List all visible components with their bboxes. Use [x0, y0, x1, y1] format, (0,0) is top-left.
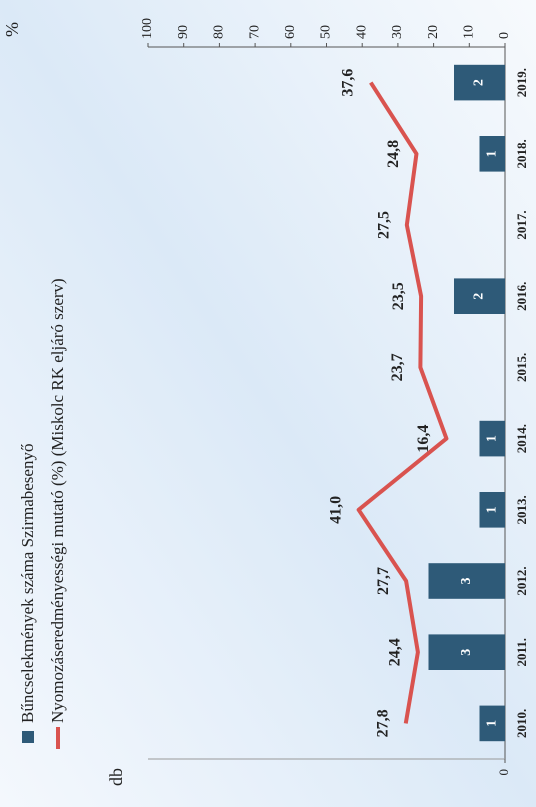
x-tick-label: 2019. [514, 68, 529, 97]
data-label: 27,5 [375, 211, 392, 239]
bar [454, 278, 505, 314]
bar-label: 1 [484, 506, 499, 513]
y2-tick-label: 90 [176, 25, 191, 39]
bar [428, 563, 505, 599]
y2-tick-label: 60 [283, 25, 298, 39]
bar [428, 634, 505, 670]
y-tick-label: 0 [496, 769, 511, 776]
line [356, 81, 449, 724]
bar [479, 705, 505, 742]
x-tick-label: 2011. [514, 638, 529, 667]
x-tick-label: 2013. [514, 495, 529, 524]
legend-entry: Nyomozáseredményességi mutató (%) (Misko… [48, 278, 67, 723]
x-tick-label: 2015. [514, 353, 529, 382]
y2-tick-label: 20 [426, 25, 441, 39]
x-tick-label: 2010. [514, 709, 529, 738]
legend-label: Nyomozáseredményességi mutató (%) (Misko… [48, 278, 67, 723]
bar-label: 2 [472, 293, 487, 300]
x-tick-label: 2012. [514, 566, 529, 595]
bar-label: 2 [472, 79, 487, 86]
bar-label: 1 [484, 720, 499, 727]
x-tick-label: 2014. [514, 424, 529, 453]
y2-tick-label: 30 [390, 25, 405, 39]
y2-tick-label: 100 [140, 18, 155, 39]
data-label: 24,4 [387, 638, 404, 666]
x-tick-label: 2016. [514, 282, 529, 311]
bar [479, 420, 505, 457]
data-label: 41,0 [327, 496, 344, 524]
x-tick-label: 2018. [514, 139, 529, 168]
y2-tick-label: 80 [212, 25, 227, 39]
y2-tick-label: 0 [497, 32, 512, 39]
bar-label: 1 [484, 150, 499, 157]
data-label: 16,4 [415, 425, 432, 453]
data-label: 23,7 [389, 353, 406, 381]
y-axis-label: db [106, 768, 126, 786]
data-label: 27,7 [375, 567, 392, 595]
legend-label: Bűncselekmények száma Szirmabesenyő [18, 443, 37, 723]
data-label: 27,8 [374, 709, 391, 737]
bar-label: 1 [484, 435, 499, 442]
y2-tick-label: 70 [247, 25, 262, 39]
bar [479, 135, 505, 172]
bar-label: 3 [459, 578, 474, 585]
data-label: 37,6 [339, 69, 356, 97]
data-label: 23,5 [390, 282, 407, 310]
y2-tick-label: 40 [354, 25, 369, 39]
data-label: 24,8 [385, 140, 402, 168]
bar [454, 64, 505, 101]
y2-tick-label: 10 [462, 25, 477, 39]
x-tick-label: 2017. [514, 210, 529, 239]
legend-swatch [22, 731, 34, 743]
y2-tick-label: 50 [319, 25, 334, 39]
bar [479, 492, 505, 528]
y2-axis-label: % [2, 22, 22, 37]
bar-label: 3 [459, 649, 474, 656]
